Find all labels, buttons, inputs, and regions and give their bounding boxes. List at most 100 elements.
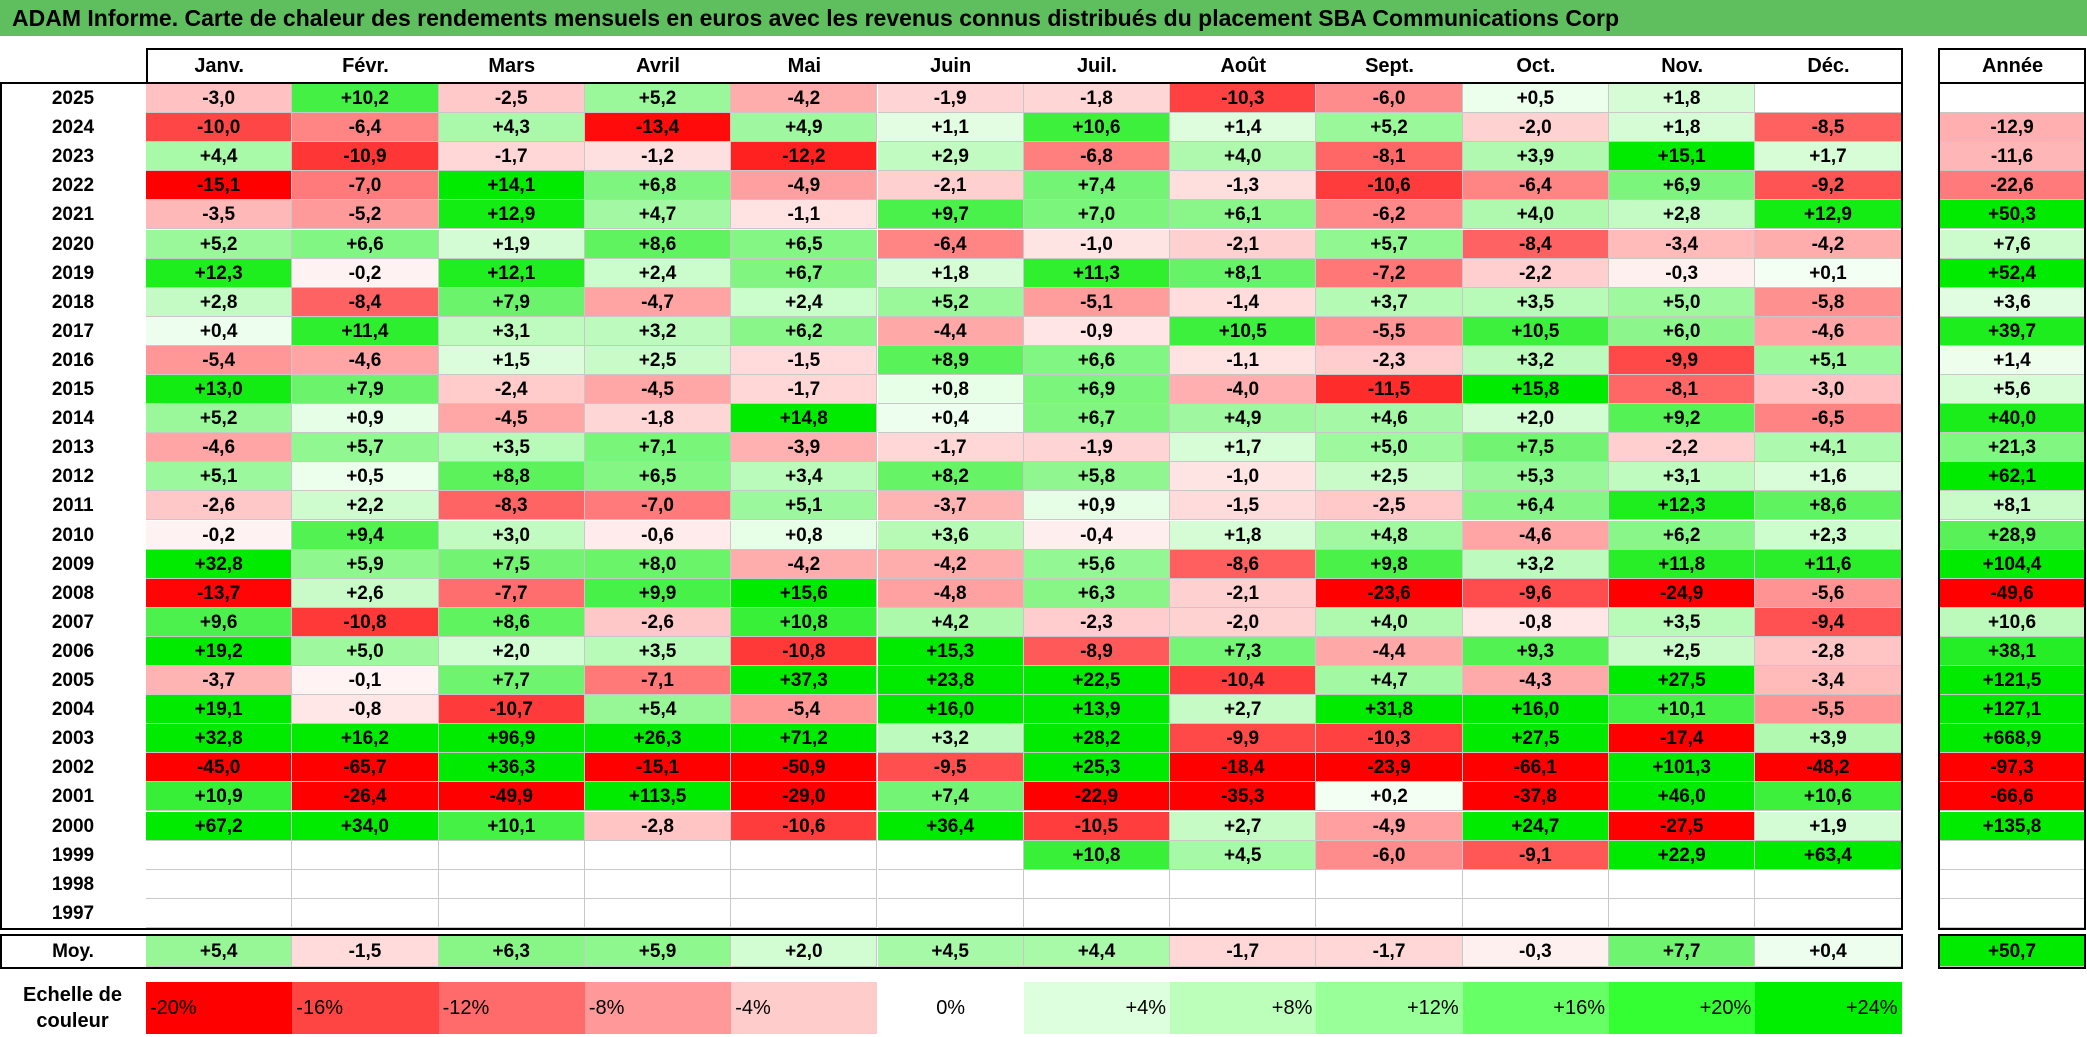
heatmap-cell: +2,4 <box>731 287 878 317</box>
year-label: 2005 <box>51 670 95 691</box>
annual-cell: +127,1 <box>1940 695 2085 725</box>
heatmap-cell: +7,5 <box>1462 433 1609 463</box>
heatmap-cell: -10,3 <box>1316 724 1463 754</box>
heatmap-cell: +3,1 <box>1609 462 1756 492</box>
heatmap-cell: +5,0 <box>292 636 439 666</box>
heatmap-cell: +3,2 <box>1462 345 1609 375</box>
color-scale-step: +24% <box>1755 982 1902 1034</box>
annual-cell: -22,6 <box>1940 171 2085 201</box>
heatmap-cell: -6,4 <box>1462 171 1609 201</box>
heatmap-cell: -5,2 <box>292 200 439 230</box>
heatmap-cell: +8,6 <box>1755 491 1902 521</box>
heatmap-cell: +31,8 <box>1316 695 1463 725</box>
heatmap-cell: -9,4 <box>1755 607 1902 637</box>
heatmap-cell: +4,0 <box>1316 607 1463 637</box>
heatmap-cell: +22,5 <box>1023 666 1171 696</box>
heatmap-cell: -7,7 <box>438 578 585 608</box>
heatmap-cell: -0,1 <box>292 666 439 696</box>
annual-cell: +668,9 <box>1940 724 2085 754</box>
heatmap-cell: +71,2 <box>731 724 878 754</box>
heatmap-cell: -5,1 <box>1023 287 1171 317</box>
heatmap-cell: +0,9 <box>1023 491 1171 521</box>
heatmap-cell <box>1316 898 1463 928</box>
heatmap-cell: -5,8 <box>1755 287 1902 317</box>
color-scale-step: +8% <box>1170 982 1317 1034</box>
heatmap-cell: -23,9 <box>1316 753 1463 783</box>
heatmap-cell: +10,8 <box>1023 840 1171 870</box>
heatmap-cell: -1,2 <box>584 142 732 172</box>
heatmap-cell: -4,2 <box>877 549 1024 579</box>
heatmap-cell: -1,5 <box>731 345 878 375</box>
color-scale-step: -20% <box>146 982 293 1034</box>
heatmap-cell: -6,4 <box>877 229 1024 259</box>
heatmap-cell: +6,7 <box>731 258 878 288</box>
heatmap-cell: -1,7 <box>877 433 1024 463</box>
heatmap-cell: +13,9 <box>1023 695 1171 725</box>
heatmap-cell: -15,1 <box>146 171 293 201</box>
heatmap-cell: +19,1 <box>146 695 293 725</box>
heatmap-cell <box>438 869 585 899</box>
heatmap-cell: -4,8 <box>877 578 1024 608</box>
heatmap-cell: +1,8 <box>1170 520 1317 550</box>
heatmap-cell: -0,3 <box>1609 258 1756 288</box>
heatmap-cell: +1,9 <box>438 229 585 259</box>
heatmap-cell: -4,7 <box>584 287 732 317</box>
heatmap-cell: +6,4 <box>1462 491 1609 521</box>
heatmap-cell: +3,0 <box>438 520 585 550</box>
heatmap-cell: -17,4 <box>1609 724 1756 754</box>
heatmap-cell: +12,9 <box>438 200 585 230</box>
month-header: Févr. <box>342 55 389 77</box>
year-label: 2017 <box>51 320 95 342</box>
heatmap-cell: +2,0 <box>1462 404 1609 434</box>
heatmap-cell: -1,7 <box>438 142 585 172</box>
heatmap-cell: +3,5 <box>584 636 732 666</box>
heatmap-cell: +7,4 <box>1023 171 1171 201</box>
color-scale-label: Echelle de couleur <box>23 984 122 1032</box>
heatmap-cell: +5,0 <box>1316 433 1463 463</box>
heatmap-cell <box>1023 898 1171 928</box>
heatmap-cell: +96,9 <box>438 724 585 754</box>
heatmap-cell: +6,2 <box>1609 520 1756 550</box>
heatmap-cell <box>877 869 1024 899</box>
color-scale-step: 0% <box>877 982 1024 1034</box>
heatmap-cell: -8,1 <box>1316 142 1463 172</box>
heatmap-cell: -1,3 <box>1170 171 1317 201</box>
month-header: Juin <box>930 55 972 77</box>
average-cell: +0,4 <box>1755 936 1902 967</box>
heatmap-cell: -18,4 <box>1170 753 1317 783</box>
heatmap-cell: -37,8 <box>1462 782 1609 812</box>
heatmap-cell: -0,2 <box>292 258 439 288</box>
heatmap-cell: +27,5 <box>1609 666 1756 696</box>
year-label: 2025 <box>51 88 95 109</box>
heatmap-cell: +2,8 <box>146 287 293 317</box>
heatmap-cell: +37,3 <box>731 666 878 696</box>
heatmap-cell: +10,1 <box>1609 695 1756 725</box>
color-scale-step: -8% <box>584 982 732 1034</box>
heatmap-cell: -1,9 <box>1023 433 1171 463</box>
annual-cell: +28,9 <box>1940 520 2085 550</box>
annual-frame-bottom <box>1938 927 2085 930</box>
heatmap-cell: -2,2 <box>1609 433 1756 463</box>
year-label: 2014 <box>51 408 95 430</box>
color-scale-step: +12% <box>1316 982 1463 1034</box>
heatmap-cell: -13,4 <box>584 113 732 143</box>
annual-cell: +52,4 <box>1940 258 2085 288</box>
heatmap-cell: +15,1 <box>1609 142 1756 172</box>
heatmap-cell: -13,7 <box>146 578 293 608</box>
heatmap-cell: -3,0 <box>1755 375 1902 405</box>
annual-avg-frame-right <box>2084 934 2086 969</box>
month-header: Oct. <box>1516 55 1556 77</box>
heatmap-cell <box>584 898 732 928</box>
heatmap-cell: -10,6 <box>731 811 878 841</box>
heatmap-cell: +6,1 <box>1170 200 1317 230</box>
heatmap-cell <box>1755 869 1902 899</box>
color-scale-step: -4% <box>731 982 878 1034</box>
heatmap-cell: +27,5 <box>1462 724 1609 754</box>
avg-frame-top <box>0 934 1903 936</box>
heatmap-cell: -8,4 <box>292 287 439 317</box>
heatmap-cell: +5,1 <box>731 491 878 521</box>
heatmap-cell: +4,9 <box>731 113 878 143</box>
heatmap-cell: -3,7 <box>877 491 1024 521</box>
heatmap-cell: -3,5 <box>146 200 293 230</box>
